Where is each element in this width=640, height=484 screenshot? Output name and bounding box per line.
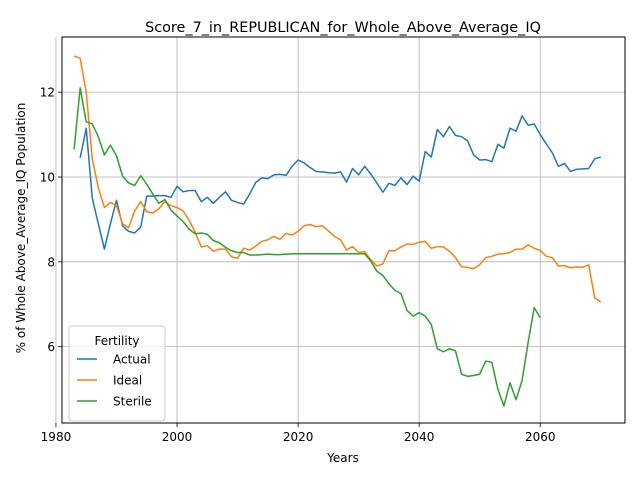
legend-title: Fertility [94, 334, 139, 348]
x-tick-label: 2060 [525, 430, 556, 444]
y-tick-label: 12 [40, 86, 55, 100]
series-line-sterile [73, 87, 541, 407]
series-line-ideal [73, 55, 602, 303]
chart-title: Score_7_in_REPUBLICAN_for_Whole_Above_Av… [145, 20, 541, 36]
y-tick-label: 10 [40, 170, 55, 184]
x-tick-label: 1980 [41, 430, 72, 444]
axis-ticks: 1980 2000 2020 2040 2060 6 8 10 12 [40, 86, 556, 444]
y-axis-label: % of Whole Above_Average_IQ Population [14, 103, 28, 354]
legend: Fertility Actual Ideal Sterile [68, 325, 166, 422]
legend-box [68, 325, 166, 422]
y-tick-label: 6 [47, 340, 55, 354]
y-tick-label: 8 [47, 255, 55, 269]
legend-label-actual: Actual [113, 353, 151, 367]
x-tick-label: 2020 [283, 430, 314, 444]
grid-lines [55, 37, 625, 423]
x-axis-label: Years [326, 451, 359, 465]
series-line-actual [79, 115, 601, 250]
plot-frame [61, 36, 626, 424]
x-tick-label: 2040 [404, 430, 435, 444]
legend-label-sterile: Sterile [113, 395, 152, 409]
x-tick-label: 2000 [162, 430, 193, 444]
series-lines [73, 55, 602, 407]
legend-items: Actual Ideal Sterile [77, 353, 152, 409]
legend-label-ideal: Ideal [113, 374, 142, 388]
